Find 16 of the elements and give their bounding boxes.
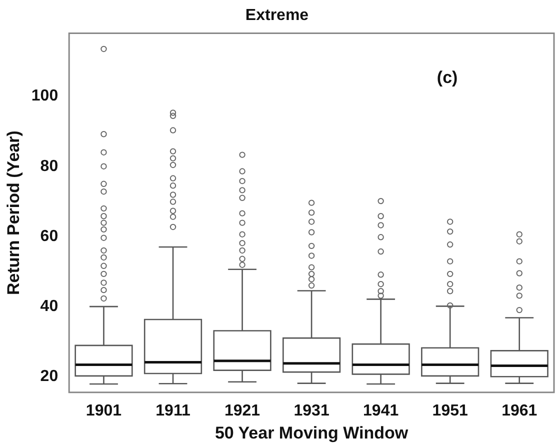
y-tick-label: 60 bbox=[40, 228, 58, 245]
x-tick-label: 1941 bbox=[363, 402, 399, 420]
y-tick-label: 20 bbox=[40, 368, 58, 386]
x-tick-label: 1961 bbox=[502, 402, 538, 420]
y-axis-title: Return Period (Year) bbox=[4, 130, 23, 295]
x-axis-title: 50 Year Moving Window bbox=[214, 423, 409, 442]
x-tick-label: 1911 bbox=[156, 402, 190, 420]
chart-title: Extreme bbox=[245, 7, 309, 24]
x-tick-label: 1931 bbox=[294, 402, 330, 420]
annotation: (c) bbox=[436, 68, 458, 88]
x-tick-label: 1951 bbox=[432, 402, 468, 420]
y-tick-label: 40 bbox=[40, 298, 58, 315]
x-tick-label: 1901 bbox=[86, 402, 122, 420]
y-tick-label: 100 bbox=[31, 88, 58, 105]
y-tick-label: 80 bbox=[40, 158, 58, 175]
x-tick-label: 1921 bbox=[224, 402, 260, 420]
